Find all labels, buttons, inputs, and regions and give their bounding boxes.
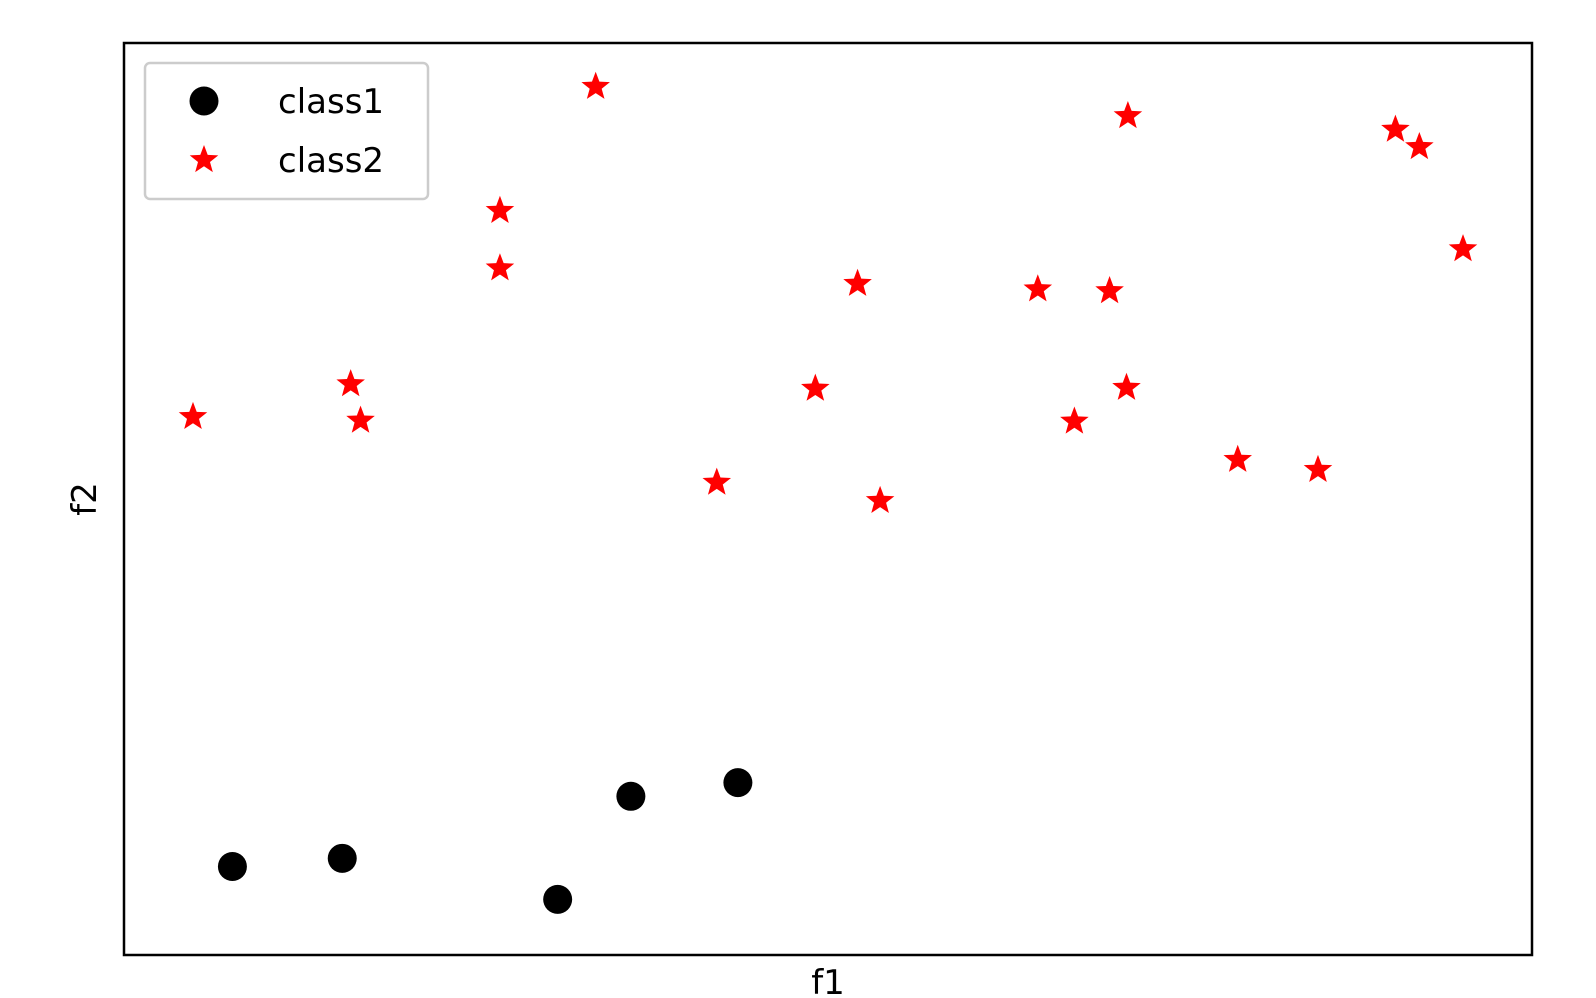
class2-point-8 (801, 373, 830, 401)
legend-label-class1: class1 (278, 82, 384, 122)
class1-point-2 (327, 843, 357, 873)
legend-marker-class1 (189, 86, 219, 116)
class2-point-6 (581, 71, 610, 99)
class2-point-10 (865, 485, 895, 513)
class2-point-9 (843, 268, 872, 296)
data-marks (178, 71, 1478, 914)
class2-point-1 (178, 401, 208, 430)
class2-point-15 (1113, 100, 1143, 129)
class1-point-5 (723, 768, 753, 798)
class2-point-20 (1448, 234, 1478, 262)
class2-point-16 (1223, 444, 1252, 472)
y-axis-label: f2 (65, 482, 105, 516)
class2-point-12 (1060, 406, 1089, 434)
class2-point-4 (485, 253, 515, 281)
x-axis-label: f1 (811, 963, 845, 998)
class2-point-17 (1303, 454, 1333, 482)
class1-point-3 (543, 884, 573, 914)
legend: class1 class2 (143, 61, 430, 201)
legend-label-class2: class2 (278, 141, 384, 181)
class1-point-1 (217, 852, 247, 882)
class1-point-4 (616, 781, 646, 811)
class2-point-13 (1095, 276, 1124, 304)
class2-point-19 (1405, 131, 1434, 160)
class2-point-18 (1381, 114, 1410, 142)
class2-point-2 (336, 369, 365, 397)
class2-point-7 (702, 467, 732, 495)
class2-point-11 (1023, 274, 1053, 302)
class2-point-14 (1112, 372, 1141, 400)
class2-point-3 (346, 405, 375, 433)
legend-marker-class2 (189, 145, 219, 173)
class2-point-5 (485, 195, 515, 223)
